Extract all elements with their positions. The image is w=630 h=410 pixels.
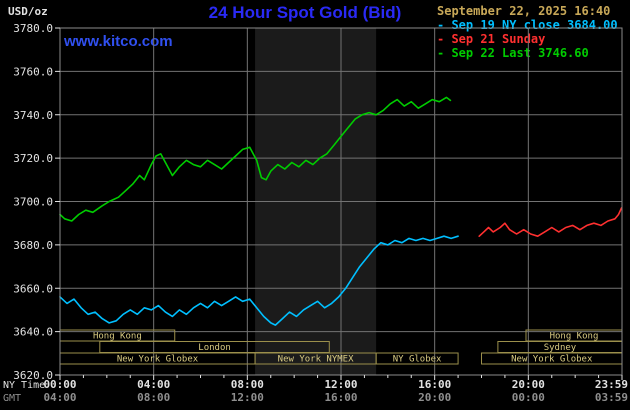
y-tick-label: 3640.0 [13,326,53,339]
x-tick-label-gmt: 16:00 [324,391,357,404]
x-tick-label-gmt: 03:59 [595,391,628,404]
x-tick-label-ny: 08:00 [231,378,264,391]
x-tick-label-gmt: 12:00 [231,391,264,404]
x-tick-label-gmt: 04:00 [43,391,76,404]
y-tick-label: 3720.0 [13,152,53,165]
x-tick-label-ny: 20:00 [512,378,545,391]
session-label: London [198,343,231,353]
price-units-label: USD/oz [8,5,48,18]
x-tick-label-ny: 12:00 [324,378,357,391]
session-label: Hong Kong [550,332,599,342]
y-tick-label: 3620.0 [13,369,53,382]
y-tick-label: 3680.0 [13,239,53,252]
chart-datetime: September 22, 2025 16:40 [437,4,611,18]
session-label: New York Globex [511,355,593,365]
x-tick-label-gmt: 20:00 [418,391,451,404]
x-tick-label-gmt: 00:00 [512,391,545,404]
series-line-sep19 [59,235,459,326]
kitco-website-link[interactable]: www.kitco.com [64,33,173,50]
ny-time-axis-label: NY Time [3,380,45,391]
y-tick-label: 3660.0 [13,282,53,295]
chart-title: 24 Hour Spot Gold (Bid) [208,3,402,22]
y-tick-label: 3760.0 [13,65,53,78]
session-label: NY Globex [393,355,442,365]
session-label: New York Globex [117,355,199,365]
x-tick-label-ny: 23:59 [595,378,628,391]
legend-item-sep21: - Sep 21 Sunday [437,32,546,46]
gmt-axis-label: GMT [3,393,21,404]
x-tick-label-ny: 00:00 [43,378,76,391]
x-tick-label-ny: 16:00 [418,378,451,391]
session-label: Hong Kong [93,332,142,342]
session-label: New York NYMEX [278,355,354,365]
series-line-sep21 [478,207,623,237]
y-tick-label: 3780.0 [13,22,53,35]
legend-item-sep22: - Sep 22 Last 3746.60 [437,46,589,60]
y-tick-label: 3700.0 [13,196,53,209]
session-label: Sydney [544,343,577,353]
series-line-sep22 [59,96,452,222]
x-tick-label-gmt: 08:00 [137,391,170,404]
x-tick-label-ny: 04:00 [137,378,170,391]
y-tick-label: 3740.0 [13,109,53,122]
session-box [375,352,459,365]
